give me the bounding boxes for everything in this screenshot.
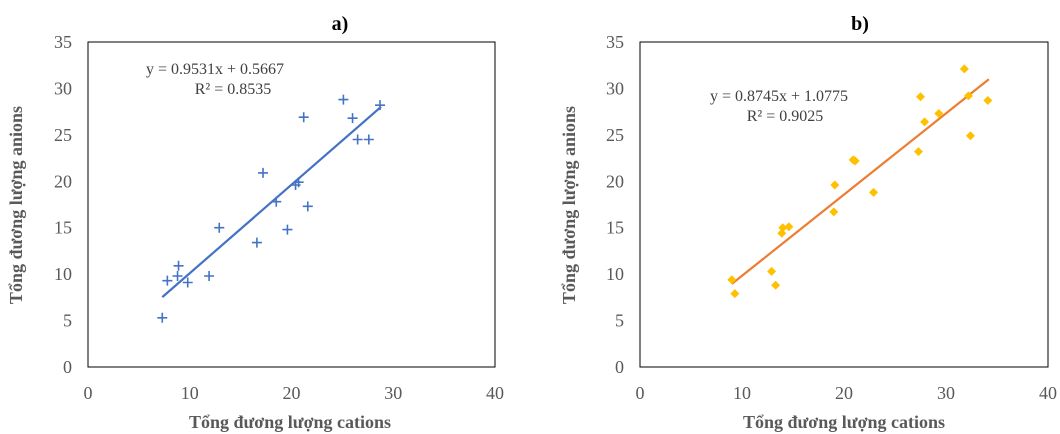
y-tick-label: 20 xyxy=(606,171,624,191)
regression-equation: y = 0.8745x + 1.0775 xyxy=(710,88,848,105)
x-tick-label: 0 xyxy=(84,383,93,403)
x-tick-label: 0 xyxy=(636,383,645,403)
data-point xyxy=(784,222,794,232)
x-tick-label: 10 xyxy=(733,383,751,403)
x-tick-label: 20 xyxy=(283,383,301,403)
data-point xyxy=(293,177,304,188)
data-point xyxy=(777,228,787,238)
y-tick-label: 5 xyxy=(63,311,72,331)
data-point xyxy=(347,113,358,124)
data-point xyxy=(869,187,879,197)
y-tick-label: 35 xyxy=(54,32,72,52)
y-tick-label: 25 xyxy=(606,125,624,145)
x-axis-title: Tổng đương lượng cations xyxy=(743,412,945,432)
chart-panel-b: 0 10 20 30 40 0 5 10 15 20 25 30 35 b) Tổng đương lượn… xyxy=(559,13,1057,432)
data-point xyxy=(913,147,923,157)
x-tick-label: 40 xyxy=(1039,383,1057,403)
data-point xyxy=(778,223,788,233)
data-point xyxy=(258,167,269,178)
y-tick-label: 10 xyxy=(606,264,624,284)
data-point xyxy=(771,280,781,290)
data-point xyxy=(338,94,349,105)
data-point xyxy=(162,275,173,286)
data-point xyxy=(204,271,215,281)
data-point xyxy=(916,92,925,102)
y-axis-title: Tổng đương lượng anions xyxy=(6,106,26,304)
r-squared-label: R² = 0.9025 xyxy=(747,108,824,125)
data-point xyxy=(965,131,975,141)
chart-panel-a: 0 10 20 30 40 0 5 10 15 20 25 30 35 a) Tổng đương lượn… xyxy=(6,13,504,432)
data-point xyxy=(302,201,313,212)
data-point xyxy=(934,109,944,118)
y-tick-label: 15 xyxy=(606,218,624,238)
y-tick-label: 30 xyxy=(54,78,72,98)
y-tick-label: 0 xyxy=(615,357,624,377)
data-point xyxy=(282,224,293,235)
data-point xyxy=(920,117,930,127)
x-tick-label: 40 xyxy=(486,383,504,403)
y-tick-label: 20 xyxy=(54,171,72,191)
y-tick-label: 5 xyxy=(615,311,624,331)
y-tick-label: 0 xyxy=(63,357,72,377)
data-point xyxy=(850,156,860,166)
data-point xyxy=(830,180,840,190)
y-tick-label: 30 xyxy=(606,78,624,98)
trendline xyxy=(731,78,990,285)
plot-area xyxy=(87,41,496,368)
data-point xyxy=(214,222,225,233)
data-point xyxy=(363,134,374,145)
y-tick-label: 10 xyxy=(54,264,72,284)
x-tick-label: 30 xyxy=(937,383,955,403)
data-point xyxy=(727,275,737,285)
data-point xyxy=(182,277,193,288)
x-tick-label: 20 xyxy=(835,383,853,403)
x-tick-label: 30 xyxy=(384,383,402,403)
plot-area xyxy=(639,41,1049,368)
data-point xyxy=(251,237,262,248)
y-axis-title: Tổng đương lượng anions xyxy=(559,106,579,304)
data-point xyxy=(767,266,777,276)
data-point xyxy=(730,289,740,299)
y-tick-label: 35 xyxy=(606,32,624,52)
data-point xyxy=(173,260,184,271)
y-tick-label: 25 xyxy=(54,125,72,145)
data-point xyxy=(375,100,386,111)
x-tick-label: 10 xyxy=(181,383,199,403)
data-point xyxy=(959,64,969,74)
panel-title: b) xyxy=(851,13,869,35)
data-point xyxy=(983,96,993,105)
data-point xyxy=(298,112,309,123)
regression-equation: y = 0.9531x + 0.5667 xyxy=(146,61,284,78)
data-point xyxy=(172,271,183,281)
data-point xyxy=(963,91,973,101)
data-point xyxy=(829,207,839,217)
data-point xyxy=(157,312,168,323)
x-axis-title: Tổng đương lượng cations xyxy=(189,412,391,432)
data-point xyxy=(352,134,363,145)
y-tick-label: 15 xyxy=(54,218,72,238)
panel-title: a) xyxy=(332,13,349,35)
data-point xyxy=(271,196,282,207)
r-squared-label: R² = 0.8535 xyxy=(195,81,272,98)
